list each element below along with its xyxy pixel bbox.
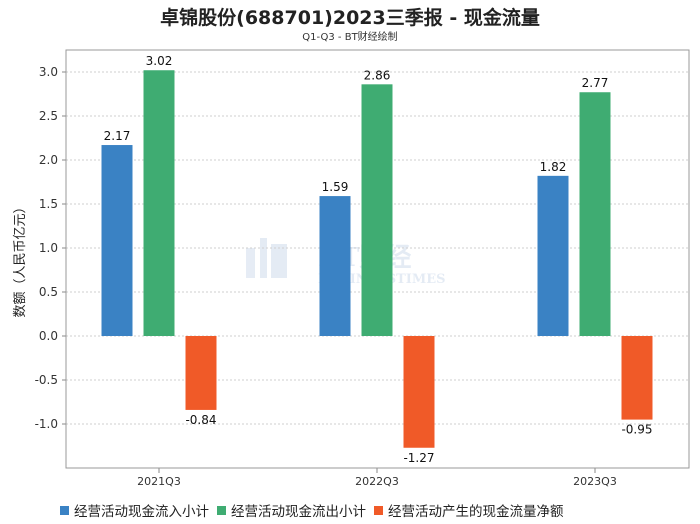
data-label: 1.59 [322,180,349,194]
bar [101,145,133,336]
data-label: -1.27 [403,451,434,465]
y-tick-label: 2.5 [39,109,58,123]
chart-subtitle: Q1-Q3 - BT财经绘制 [302,32,398,43]
legend-label-net: 经营活动产生的现金流量净额 [388,504,564,520]
legend-swatch-net [374,505,383,515]
y-tick-label: -1.0 [35,417,58,431]
data-label: 2.17 [104,129,131,143]
y-tick-label: 3.0 [39,65,58,79]
bar [621,336,653,420]
data-label: 2.86 [364,68,391,82]
x-axis: 2021Q3 2022Q3 2023Q3 [137,468,617,488]
legend-item-inflow: 经营活动现金流入小计 [60,500,209,520]
chart-title: 卓锦股份(688701)2023三季报 - 现金流量 [160,7,540,29]
data-labels: 2.17 3.02 -0.84 1.59 2.86 -1.27 1.82 2.77 -0.95 [104,54,653,465]
y-axis-label: 数额（人民币亿元） [13,200,28,317]
plot-frame [65,49,690,469]
bar [185,336,217,410]
bar [537,175,569,336]
y-tick-label: 1.0 [39,241,58,255]
x-tick-label: 2023Q3 [573,475,617,488]
legend-swatch-inflow [60,505,69,515]
data-label: 2.77 [582,76,609,90]
bar [143,70,175,337]
y-tick-label: 0.0 [39,329,58,343]
bar [579,92,611,337]
legend-item-outflow: 经营活动现金流出小计 [217,500,366,520]
y-tick-label: 2.0 [39,153,58,167]
bar [361,84,393,336]
legend-swatch-outflow [217,505,226,515]
y-axis: 3.0 2.5 2.0 1.5 1.0 0.5 0.0 -0.5 -1.0 [35,65,66,431]
x-tick-label: 2022Q3 [355,475,399,488]
legend-label-inflow: 经营活动现金流入小计 [74,504,209,520]
data-label: -0.84 [185,413,216,427]
data-label: 1.82 [540,160,567,174]
bar [403,336,435,448]
legend-label-outflow: 经营活动现金流出小计 [231,504,366,520]
x-tick-label: 2021Q3 [137,475,181,488]
data-label: 3.02 [146,54,173,68]
data-label: -0.95 [621,423,652,437]
bar [319,196,351,336]
legend-item-net: 经营活动产生的现金流量净额 [374,500,564,520]
y-tick-label: -0.5 [35,373,58,387]
y-tick-label: 1.5 [39,197,58,211]
bars [101,70,653,448]
legend: 经营活动现金流入小计 经营活动现金流出小计 经营活动产生的现金流量净额 [60,500,564,520]
y-tick-label: 0.5 [39,285,58,299]
